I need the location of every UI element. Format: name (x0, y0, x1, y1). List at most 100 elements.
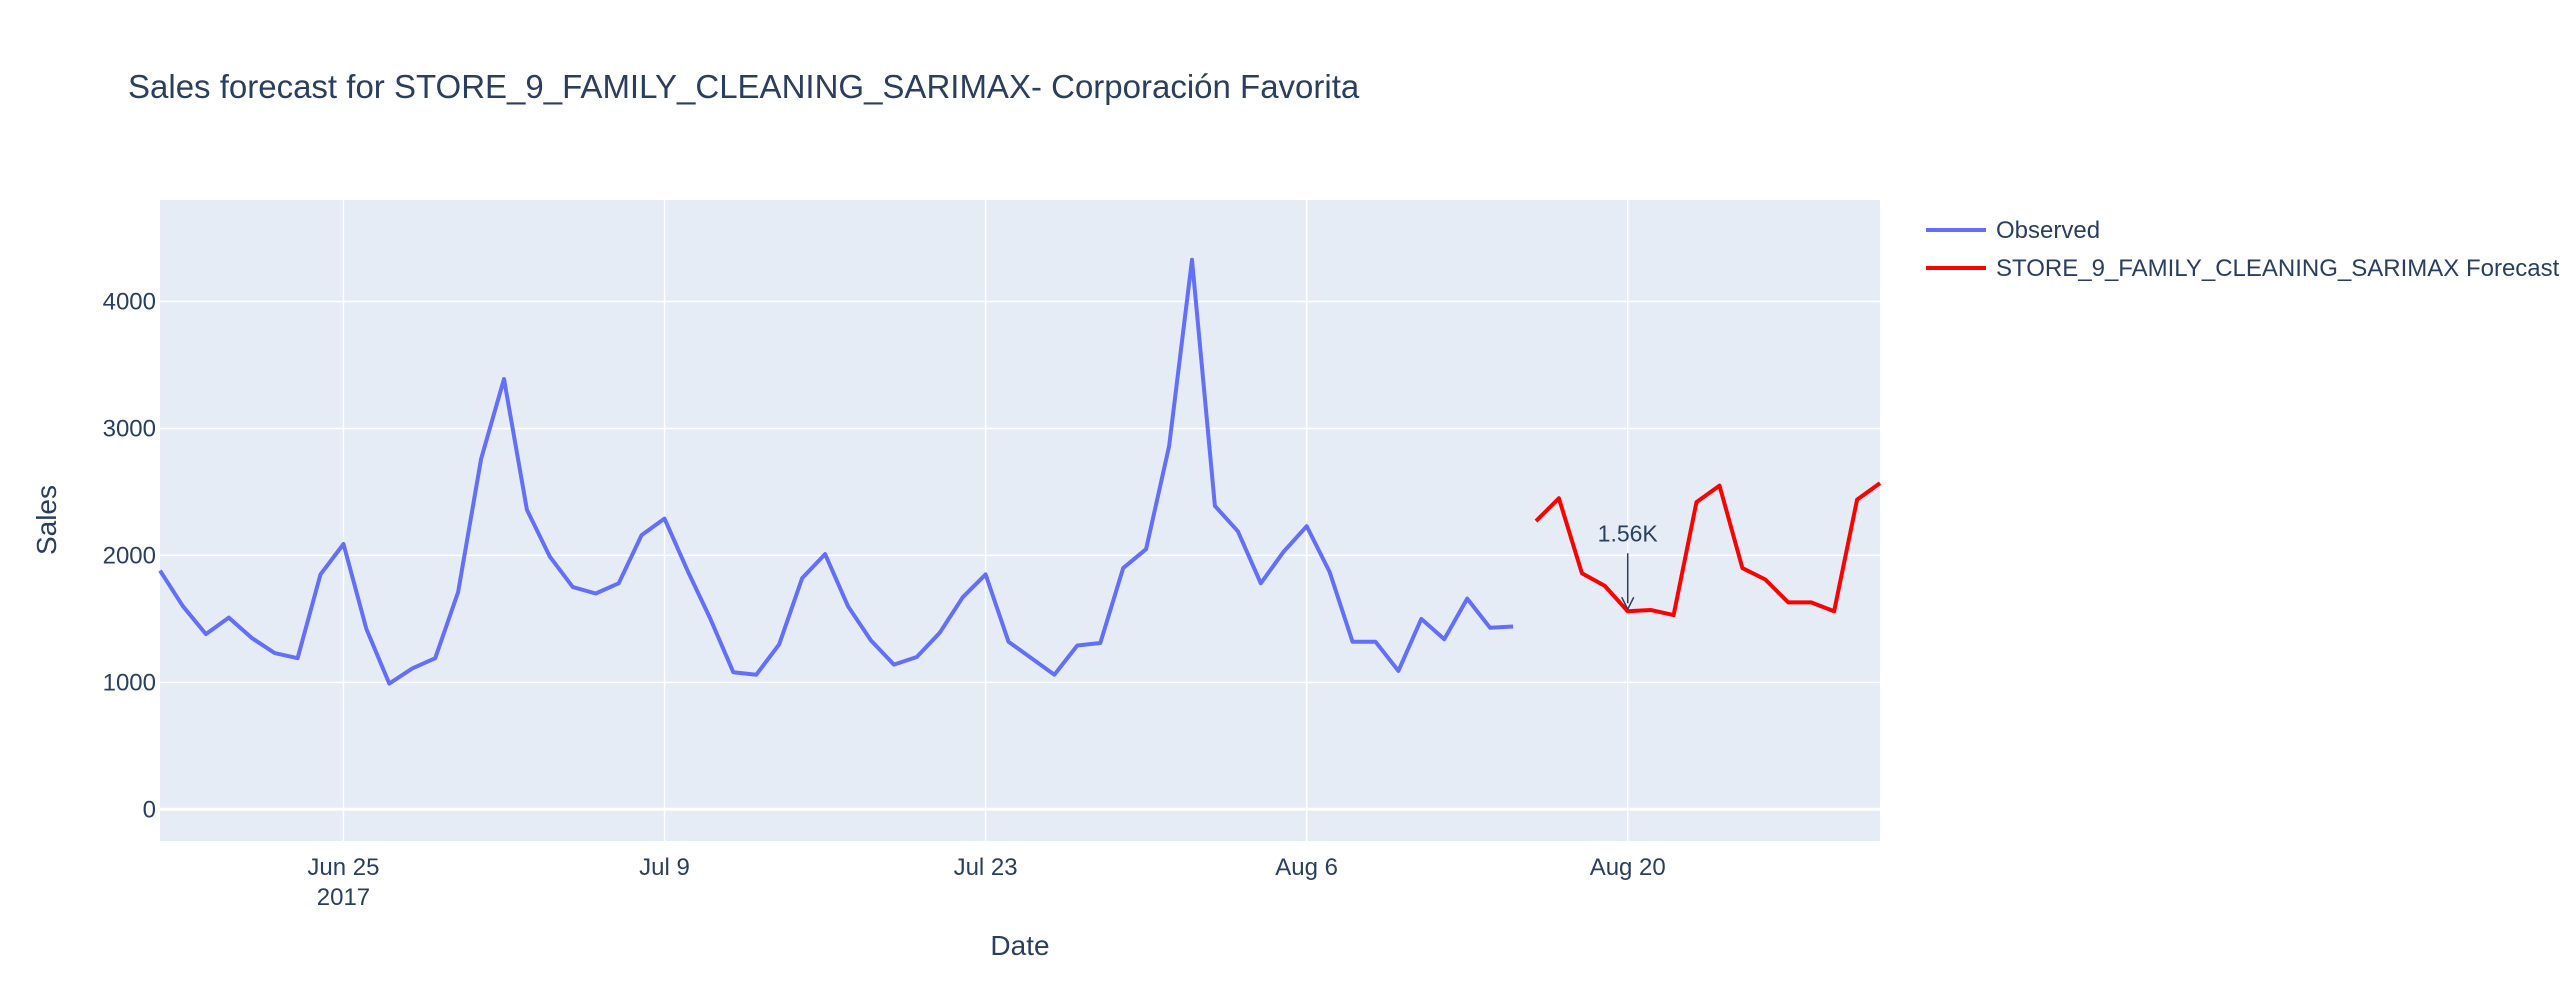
observed-point[interactable] (226, 615, 231, 620)
observed-point[interactable] (1006, 639, 1011, 644)
observed-point[interactable] (1465, 596, 1470, 601)
observed-point[interactable] (731, 670, 736, 675)
observed-point[interactable] (272, 651, 277, 656)
forecast-point[interactable] (1740, 566, 1745, 571)
observed-point[interactable] (1304, 524, 1309, 529)
legend[interactable]: Observed STORE_9_FAMILY_CLEANING_SARIMAX … (1926, 217, 2560, 282)
observed-point[interactable] (524, 507, 529, 512)
observed-point[interactable] (1488, 625, 1493, 630)
observed-point[interactable] (1098, 641, 1103, 646)
x-tick-sublabel: 2017 (317, 884, 370, 911)
observed-point[interactable] (1373, 639, 1378, 644)
observed-point[interactable] (1327, 569, 1332, 574)
forecast-series-line[interactable] (1534, 481, 1882, 618)
observed-point[interactable] (1052, 672, 1057, 677)
observed-point[interactable] (570, 585, 575, 590)
x-tick-label: Aug 20 (1590, 854, 1666, 881)
observed-point[interactable] (754, 672, 759, 677)
forecast-point[interactable] (1878, 481, 1883, 486)
forecast-point[interactable] (1602, 583, 1607, 588)
legend-item[interactable]: Observed (1926, 217, 2100, 244)
observed-point[interactable] (823, 552, 828, 557)
observed-point[interactable] (547, 554, 552, 559)
observed-point[interactable] (616, 581, 621, 586)
forecast-point[interactable] (1671, 613, 1676, 618)
forecast-point[interactable] (1786, 600, 1791, 605)
annotation-arrowhead (1621, 596, 1635, 611)
observed-point[interactable] (203, 632, 208, 637)
observed-point[interactable] (708, 616, 713, 621)
observed-point[interactable] (639, 533, 644, 538)
observed-point[interactable] (1235, 529, 1240, 534)
y-tick-labels: 0 1000 2000 3000 4000 (103, 289, 156, 824)
observed-series-line[interactable] (158, 257, 1514, 686)
observed-point[interactable] (1258, 581, 1263, 586)
observed-point[interactable] (318, 572, 323, 577)
series-layer (158, 257, 1883, 686)
observed-point[interactable] (341, 542, 346, 547)
x-tick-label: Jul 9 (639, 854, 690, 881)
observed-point[interactable] (868, 638, 873, 643)
observed-point[interactable] (937, 630, 942, 635)
chart-title: Sales forecast for STORE_9_FAMILY_CLEANI… (128, 68, 1360, 105)
observed-point[interactable] (479, 456, 484, 461)
observed-point[interactable] (1419, 616, 1424, 621)
forecast-point[interactable] (1832, 609, 1837, 614)
y-tick-label: 0 (143, 796, 156, 823)
forecast-point[interactable] (1855, 497, 1860, 502)
observed-point[interactable] (1281, 549, 1286, 554)
x-axis-title: Date (990, 930, 1049, 961)
annotation-layer: 1.56K (1598, 520, 1659, 611)
annotation-label: 1.56K (1598, 520, 1659, 546)
observed-point[interactable] (433, 656, 438, 661)
observed-point[interactable] (249, 635, 254, 640)
forecast-point[interactable] (1694, 500, 1699, 505)
forecast-point[interactable] (1579, 571, 1584, 576)
observed-point[interactable] (662, 516, 667, 521)
observed-point[interactable] (1144, 547, 1149, 552)
y-gridlines (160, 300, 1880, 811)
observed-point[interactable] (891, 662, 896, 667)
observed-point[interactable] (777, 642, 782, 647)
observed-point[interactable] (914, 655, 919, 660)
observed-point[interactable] (960, 595, 965, 600)
observed-point[interactable] (387, 681, 392, 686)
observed-point[interactable] (983, 572, 988, 577)
observed-point[interactable] (1212, 503, 1217, 508)
y-tick-label: 2000 (103, 542, 156, 569)
observed-point[interactable] (1121, 566, 1126, 571)
observed-point[interactable] (1075, 643, 1080, 648)
forecast-point[interactable] (1717, 483, 1722, 488)
observed-point[interactable] (502, 377, 507, 382)
observed-point[interactable] (1167, 444, 1172, 449)
observed-point[interactable] (158, 568, 163, 573)
observed-point[interactable] (1511, 624, 1516, 629)
x-tick-labels: Jun 25 2017 Jul 9 Jul 23 Aug 6 Aug 20 (307, 854, 1665, 911)
observed-point[interactable] (364, 627, 369, 632)
forecast-point[interactable] (1809, 600, 1814, 605)
observed-point[interactable] (295, 656, 300, 661)
forecast-point[interactable] (1648, 608, 1653, 613)
y-tick-label: 4000 (103, 289, 156, 316)
observed-point[interactable] (1350, 639, 1355, 644)
observed-point[interactable] (1442, 637, 1447, 642)
observed-point[interactable] (593, 591, 598, 596)
y-tick-label: 1000 (103, 669, 156, 696)
forecast-point[interactable] (1556, 496, 1561, 501)
legend-item[interactable]: STORE_9_FAMILY_CLEANING_SARIMAX Forecast (1926, 255, 2560, 282)
observed-point[interactable] (1190, 257, 1195, 262)
observed-point[interactable] (1029, 656, 1034, 661)
legend-label: Observed (1996, 217, 2100, 244)
observed-point[interactable] (410, 666, 415, 671)
observed-point[interactable] (685, 568, 690, 573)
observed-point[interactable] (846, 604, 851, 609)
observed-point[interactable] (456, 590, 461, 595)
forecast-point[interactable] (1534, 519, 1539, 524)
observed-point[interactable] (180, 604, 185, 609)
legend-label: STORE_9_FAMILY_CLEANING_SARIMAX Forecast (1996, 255, 2560, 282)
plot-area (160, 200, 1880, 841)
x-tick-label: Jun 25 (307, 854, 379, 881)
observed-point[interactable] (1396, 668, 1401, 673)
forecast-point[interactable] (1763, 577, 1768, 582)
observed-point[interactable] (800, 576, 805, 581)
